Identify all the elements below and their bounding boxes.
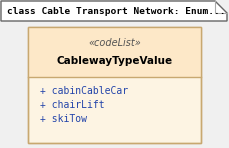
Text: + cabinCableCar: + cabinCableCar <box>40 86 128 96</box>
Text: + skiTow: + skiTow <box>40 114 87 124</box>
Text: «codeList»: «codeList» <box>88 38 141 48</box>
Text: class Cable Transport Network: Enum...: class Cable Transport Network: Enum... <box>7 7 226 16</box>
Text: CablewayTypeValue: CablewayTypeValue <box>56 56 173 66</box>
Text: + chairLift: + chairLift <box>40 100 105 110</box>
FancyBboxPatch shape <box>28 27 201 77</box>
Polygon shape <box>1 1 227 21</box>
FancyBboxPatch shape <box>28 27 201 143</box>
